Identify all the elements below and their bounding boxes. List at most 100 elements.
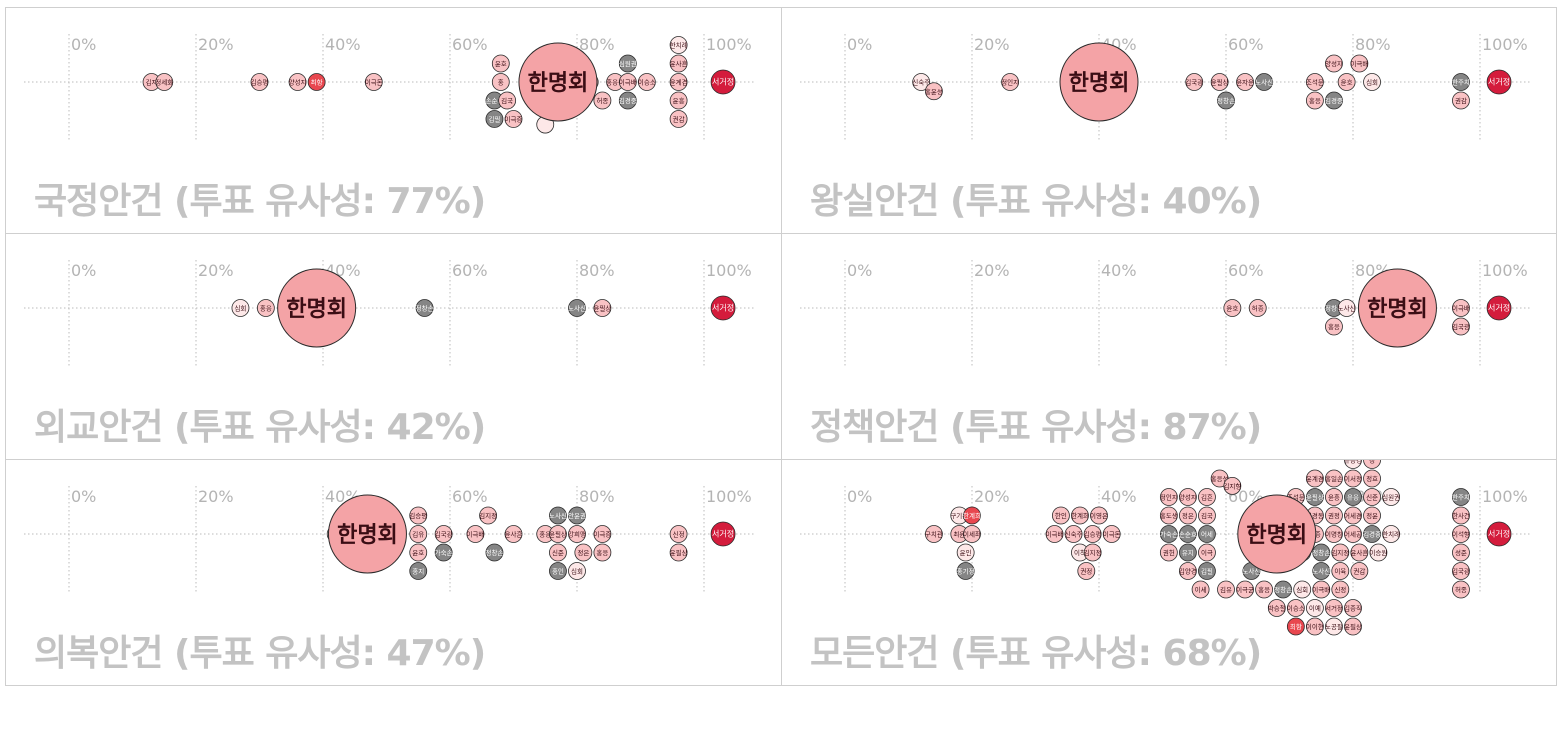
point-marker (710, 295, 736, 321)
point-marker (669, 525, 688, 543)
panel-6: 0%20%40%60%80%100%구치관구기혼한계희최윤이세좌윤인홍기정한인한… (781, 459, 1557, 686)
point-marker (1210, 73, 1229, 91)
point-marker (1267, 599, 1286, 617)
point-label: 윤호 (1226, 305, 1238, 313)
data-point: 권감 (1350, 562, 1369, 580)
point-label: 정효 (1366, 474, 1378, 483)
data-point: 어세겸 (1344, 506, 1362, 525)
point-label: 어세겸 (1344, 511, 1362, 520)
data-point: 윤인 (956, 543, 975, 562)
point-marker (1083, 543, 1102, 562)
point-label: 김경중 (1363, 530, 1381, 539)
point-label: 홍일손 (1325, 474, 1343, 483)
point-marker (1363, 488, 1381, 506)
x-tick-label: 80% (579, 487, 615, 506)
point-marker (1306, 599, 1324, 617)
data-point: 김지형 (1223, 476, 1241, 495)
data-point: 윤사흔 (670, 54, 688, 73)
featured-point: 한명회 (1357, 268, 1437, 348)
data-point: 정창손 (416, 299, 434, 317)
point-label: 김지정 (479, 511, 497, 520)
point-label: 김지 (146, 78, 158, 87)
panel-title: 왕실안건 (투표 유사성: 40%) (810, 181, 1262, 222)
data-point: 김국광 (1452, 562, 1470, 580)
point-marker (1198, 506, 1216, 525)
point-marker (710, 521, 736, 547)
point-label: 이극배 (466, 530, 484, 539)
point-label: 윤호 (1341, 79, 1353, 87)
point-marker (1185, 73, 1204, 91)
point-marker (1486, 295, 1512, 321)
data-point: 홍응 (256, 299, 275, 317)
point-label: 이승소 (638, 78, 656, 87)
data-point: 최항 (1286, 617, 1305, 636)
panel-title: 국정안건 (투표 유사성: 77%) (34, 181, 486, 222)
point-label: 김필 (1201, 568, 1213, 576)
data-point: 구치관 (924, 525, 943, 543)
point-label: 한주치 (1452, 493, 1470, 502)
point-marker (669, 73, 688, 91)
point-marker (924, 525, 943, 543)
data-point: 윤호 (1223, 299, 1242, 317)
data-point: 한치례 (670, 36, 688, 54)
point-marker (1159, 506, 1178, 525)
point-label: 윤흥 (673, 96, 685, 105)
point-marker (1236, 580, 1254, 599)
data-point: 정세화 (155, 73, 173, 91)
data-point: 김종직 (1344, 599, 1362, 617)
data-point: 노사신 (1338, 299, 1356, 317)
point-label: 강희맹 (568, 530, 586, 539)
data-point: 윤사흔 (1350, 543, 1368, 562)
data-point: 정인지 (1001, 73, 1019, 91)
point-label: 이극균 (1236, 585, 1254, 594)
point-label: 윤계겸 (670, 78, 688, 87)
data-point: 홍지 (409, 562, 428, 580)
data-point: 이극증 (505, 110, 522, 128)
point-label: 윤사흔 (505, 530, 523, 539)
point-marker (1452, 543, 1470, 562)
data-point: 허종 (1452, 580, 1470, 599)
point-label: 정인지 (1001, 78, 1019, 87)
point-label: 권감 (1455, 97, 1467, 105)
point-label: 이세좌 (963, 530, 981, 539)
point-marker (434, 543, 453, 562)
data-point: 서거정 (1486, 521, 1512, 547)
scatter-plot: 0%20%40%60%80%100%구치관구기혼한계희최윤이세좌윤인홍기정한인한… (800, 460, 1530, 636)
data-point: 윤필상 (549, 525, 567, 543)
featured-point: 한명회 (518, 42, 598, 122)
point-label: 정세화 (155, 78, 173, 87)
data-point: 심원권 (619, 54, 637, 73)
featured-marker (1357, 268, 1437, 348)
point-marker (1071, 506, 1089, 525)
point-label: 허종 (596, 96, 608, 105)
point-marker (1306, 469, 1324, 488)
point-label: 홍인 (552, 567, 564, 576)
data-point: 정창손 (1274, 580, 1292, 599)
x-tick-label: 40% (1101, 487, 1137, 506)
data-point: 김경중 (1325, 91, 1343, 110)
featured-label: 한명회 (1367, 297, 1428, 322)
point-marker (409, 562, 428, 580)
point-label: 김지정 (1331, 548, 1349, 557)
x-tick-label: 100% (1482, 261, 1528, 280)
data-point: 노공필 (1325, 617, 1343, 636)
data-point: 이극돈 (1102, 525, 1121, 543)
point-marker (593, 299, 612, 317)
point-marker (1286, 617, 1305, 636)
point-marker (568, 525, 586, 543)
point-marker (1102, 525, 1121, 543)
point-label: 윤자운 (1236, 78, 1254, 87)
panel-5: 0%20%40%60%80%100%이승김승평김유윤호홍지김국광가숙손김지정이극… (5, 459, 782, 686)
data-point: 이극배 (1350, 54, 1368, 73)
data-point: 이극배 (1046, 525, 1064, 543)
point-label: 김양경 (1179, 567, 1197, 576)
point-marker (1344, 488, 1362, 506)
point-label: 신정 (673, 530, 685, 539)
point-marker (288, 73, 307, 91)
data-point: 서거정 (1486, 69, 1512, 95)
featured-label: 한명회 (337, 523, 398, 548)
data-point: 한치례 (1382, 525, 1400, 543)
point-label: 신정 (1334, 585, 1346, 594)
point-label: 최윤 (953, 530, 965, 539)
